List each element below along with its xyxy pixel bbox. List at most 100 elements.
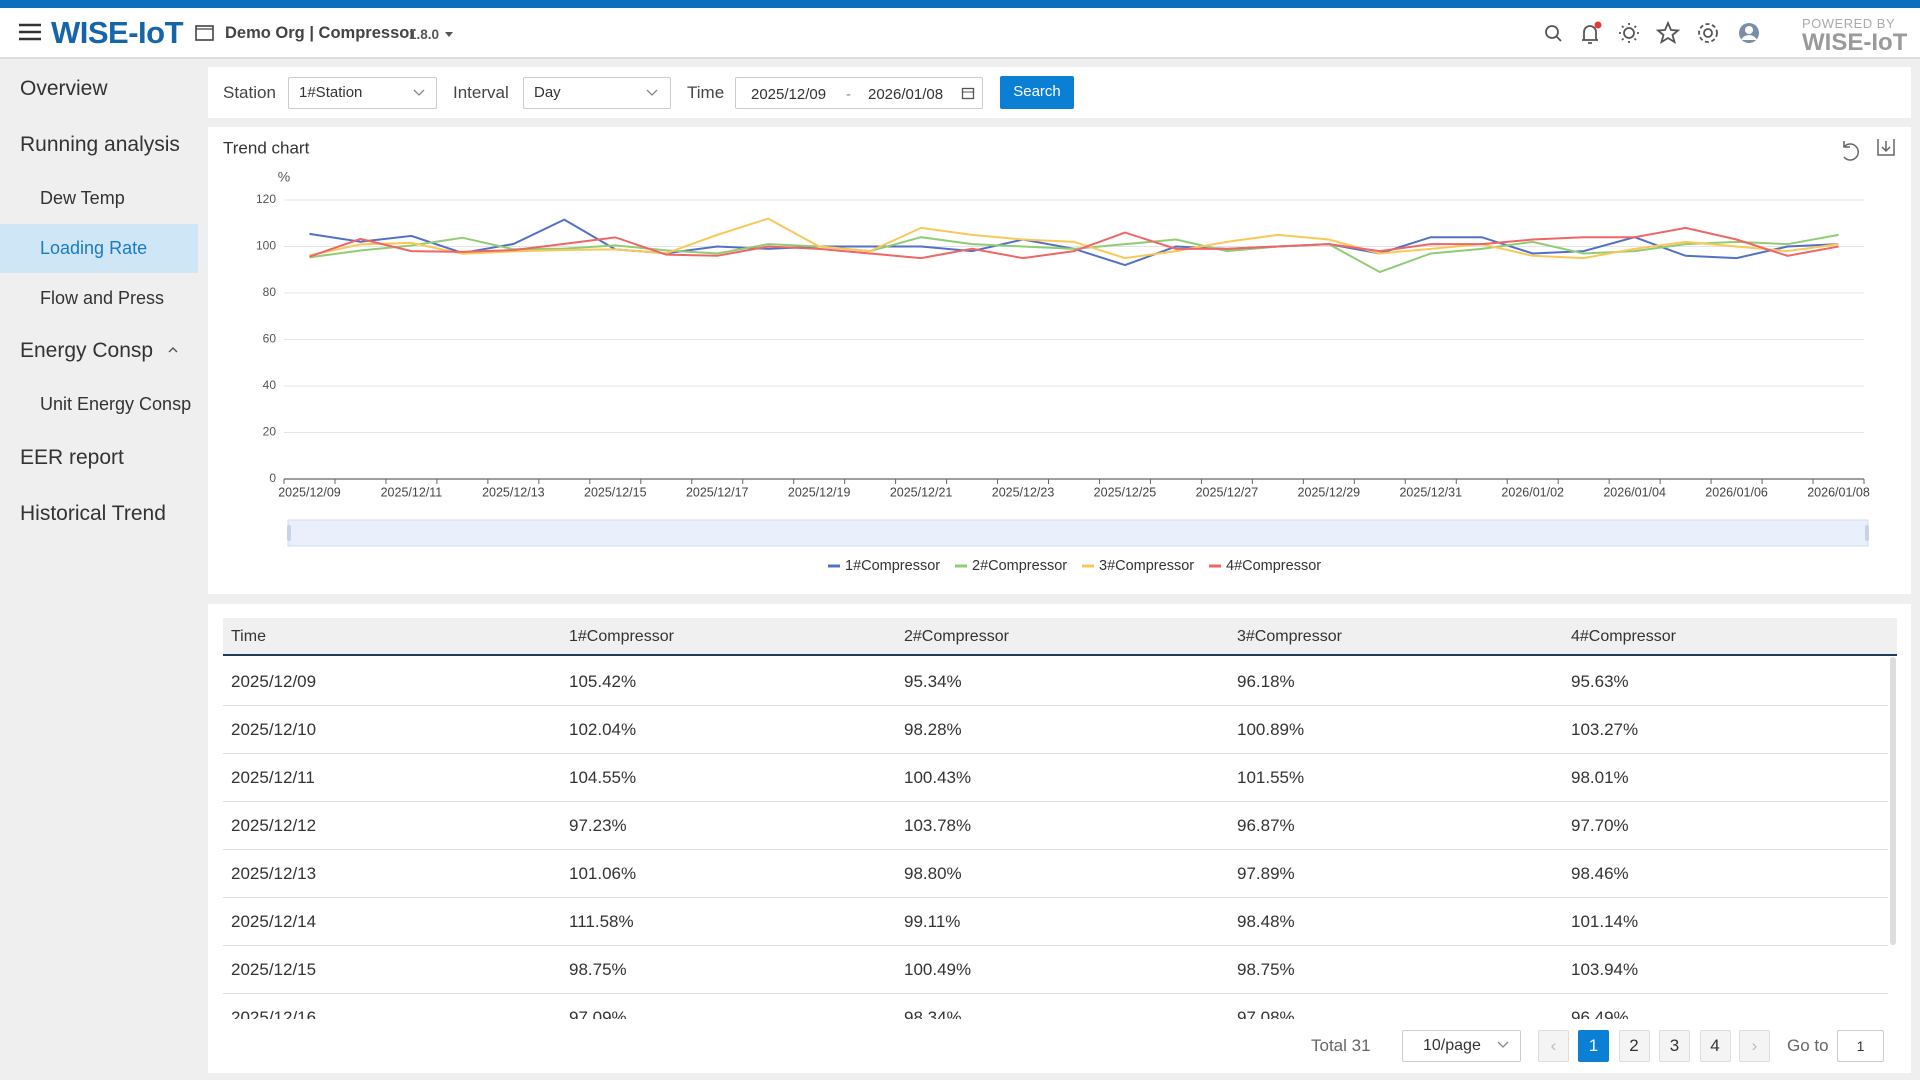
y-tick-label: 0	[269, 471, 276, 485]
y-tick-label: 100	[256, 239, 276, 253]
x-tick-label: 2025/12/19	[788, 485, 851, 499]
table-cell: 97.08%	[1237, 994, 1295, 1019]
nav-item[interactable]: EER report	[20, 446, 124, 470]
date-separator: -	[846, 86, 851, 103]
zoom-slider[interactable]	[288, 520, 1868, 546]
table-cell: 2025/12/11	[231, 754, 315, 802]
x-tick-label: 2025/12/11	[381, 485, 443, 499]
x-tick-label: 2025/12/31	[1399, 485, 1462, 499]
start-date[interactable]: 2025/12/09	[751, 86, 826, 103]
x-tick-label: 2025/12/25	[1094, 485, 1157, 499]
x-tick-label: 2026/01/04	[1603, 485, 1666, 499]
collapse-icon[interactable]	[167, 345, 179, 355]
chart-tools[interactable]	[1844, 139, 1894, 160]
x-tick-label: 2025/12/09	[278, 485, 341, 499]
table-cell: 2025/12/12	[231, 802, 316, 850]
x-tick-label: 2026/01/02	[1501, 485, 1564, 499]
table-cell: 96.49%	[1571, 994, 1629, 1019]
table-cell: 2025/12/10	[231, 706, 316, 754]
table-cell: 104.55%	[569, 754, 636, 802]
interval-label: Interval	[453, 83, 509, 103]
table-header-cell: Time	[231, 618, 266, 656]
page-button[interactable]: 2	[1619, 1030, 1650, 1062]
search-button[interactable]: Search	[1000, 76, 1074, 109]
version[interactable]: 1.8.0	[409, 27, 439, 42]
table-cell: 98.34%	[904, 994, 962, 1019]
table-cell: 103.78%	[904, 802, 971, 850]
top-bar	[0, 0, 1920, 8]
table-row	[223, 658, 1888, 706]
table-cell: 97.09%	[569, 994, 627, 1019]
page-button[interactable]: 3	[1659, 1030, 1690, 1062]
table-cell: 95.63%	[1571, 658, 1629, 706]
table-cell: 2025/12/15	[231, 946, 316, 994]
x-tick-label: 2025/12/27	[1196, 485, 1259, 499]
table-row	[223, 706, 1888, 754]
station-label: Station	[223, 83, 276, 103]
table-cell: 2025/12/09	[231, 658, 316, 706]
time-label: Time	[687, 83, 724, 103]
table-header-cell: 1#Compressor	[569, 618, 674, 656]
data-table: Time1#Compressor2#Compressor3#Compressor…	[223, 618, 1897, 1019]
table-cell: 98.75%	[1237, 946, 1295, 994]
nav-item-active[interactable]: Loading Rate	[40, 238, 147, 259]
y-tick-label: 80	[263, 285, 277, 299]
table-cell: 100.43%	[904, 754, 971, 802]
station-value: 1#Station	[299, 84, 362, 101]
select-caret	[646, 88, 658, 98]
table-cell: 103.27%	[1571, 706, 1638, 754]
page-button[interactable]: 4	[1700, 1030, 1731, 1062]
table-cell: 103.94%	[1571, 946, 1638, 994]
nav-group[interactable]: Energy Consp	[20, 339, 153, 363]
zoom-handle[interactable]	[287, 525, 291, 541]
x-tick-label: 2025/12/13	[482, 485, 545, 499]
table-cell: 98.28%	[904, 706, 962, 754]
table-cell: 95.34%	[904, 658, 962, 706]
end-date[interactable]: 2026/01/08	[868, 86, 943, 103]
next-page[interactable]: ›	[1739, 1030, 1770, 1062]
table-header-cell: 4#Compressor	[1571, 618, 1676, 656]
table-row	[223, 946, 1888, 994]
logo[interactable]: WISE-IoT	[51, 15, 183, 51]
prev-page[interactable]: ‹	[1538, 1030, 1569, 1062]
chart-panel: Trend chart % 0204060801001202025/12/092…	[208, 127, 1911, 594]
chart: Trend chart % 0204060801001202025/12/092…	[208, 127, 1911, 594]
table-cell: 98.46%	[1571, 850, 1629, 898]
table-header-cell: 3#Compressor	[1237, 618, 1342, 656]
nav-item[interactable]: Dew Temp	[40, 188, 125, 209]
table-cell: 102.04%	[569, 706, 636, 754]
y-tick-label: 120	[256, 192, 276, 206]
x-tick-label: 2025/12/29	[1298, 485, 1361, 499]
table-cell: 101.14%	[1571, 898, 1638, 946]
nav-item[interactable]: Unit Energy Consp	[40, 394, 191, 415]
table-row	[223, 898, 1888, 946]
menu-icon[interactable]	[18, 22, 42, 42]
table-cell: 97.23%	[569, 802, 627, 850]
table-cell: 101.55%	[1237, 754, 1304, 802]
x-tick-label: 2025/12/17	[686, 485, 749, 499]
nav-group[interactable]: Running analysis	[20, 133, 180, 157]
header: WISE-IoT Demo Org | Compressor 1.8.0 POW…	[0, 8, 1920, 59]
table-row	[223, 850, 1888, 898]
x-tick-label: 2025/12/15	[584, 485, 647, 499]
scrollbar[interactable]	[1890, 657, 1896, 945]
breadcrumb[interactable]: Demo Org | Compressor	[225, 24, 416, 43]
goto-input[interactable]: 1	[1837, 1030, 1884, 1062]
table-cell: 97.70%	[1571, 802, 1629, 850]
table-row	[223, 754, 1888, 802]
table-cell: 100.49%	[904, 946, 971, 994]
filter-panel: Station 1#Station Interval Day Time 2025…	[208, 67, 1911, 118]
table-cell: 111.58%	[569, 898, 634, 946]
nav-item[interactable]: Historical Trend	[20, 502, 166, 526]
table-cell: 98.75%	[569, 946, 627, 994]
table-cell: 99.11%	[904, 898, 960, 946]
nav-item[interactable]: Overview	[20, 77, 108, 101]
page-button[interactable]: 1	[1578, 1030, 1609, 1062]
version-caret[interactable]	[444, 31, 454, 39]
table-cell: 96.87%	[1237, 802, 1295, 850]
y-axis-unit: %	[278, 169, 290, 185]
zoom-handle[interactable]	[1865, 525, 1869, 541]
table-cell: 105.42%	[569, 658, 636, 706]
select-caret	[1497, 1040, 1509, 1050]
nav-item[interactable]: Flow and Press	[40, 288, 164, 309]
